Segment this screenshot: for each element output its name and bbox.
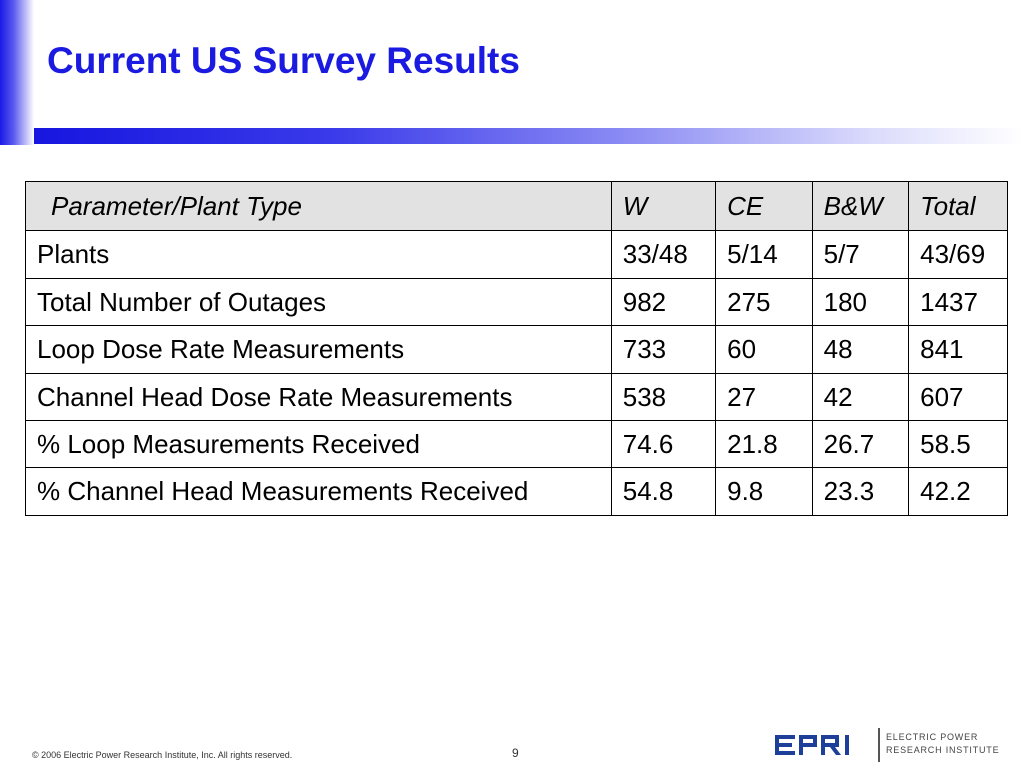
cell-w: 538 [610, 372, 717, 421]
table-header-row: Parameter/Plant Type W CE B&W Total [25, 180, 1008, 232]
cell-total: 607 [908, 372, 1008, 421]
header-bw: B&W [811, 180, 910, 232]
epri-logo: ELECTRIC POWER RESEARCH INSTITUTE [775, 726, 999, 766]
table-row: % Channel Head Measurements Received 54.… [25, 467, 1008, 516]
survey-results-table: Parameter/Plant Type W CE B&W Total Plan… [25, 180, 1008, 516]
cell-w: 74.6 [610, 419, 717, 469]
cell-total: 1437 [908, 277, 1008, 327]
logo-name-line2: RESEARCH INSTITUTE [886, 745, 1000, 755]
page-number: 9 [512, 746, 519, 760]
logo-name-line1: ELECTRIC POWER [886, 732, 979, 742]
cell-ce: 21.8 [715, 419, 813, 469]
table-row: Channel Head Dose Rate Measurements 538 … [25, 372, 1008, 421]
cell-total: 841 [908, 325, 1008, 374]
row-label: % Channel Head Measurements Received [25, 467, 612, 516]
header-ce: CE [715, 180, 813, 232]
title-gradient-rule [34, 128, 1024, 144]
epri-logo-mark-icon [775, 735, 849, 755]
cell-bw: 23.3 [811, 467, 910, 516]
table-row: Loop Dose Rate Measurements 733 60 48 84… [25, 325, 1008, 374]
cell-bw: 180 [811, 277, 910, 327]
cell-total: 42.2 [908, 467, 1008, 516]
row-label: Loop Dose Rate Measurements [25, 325, 612, 374]
row-label: Total Number of Outages [25, 277, 612, 327]
table-row: Plants 33/48 5/14 5/7 43/69 [25, 230, 1008, 279]
cell-bw: 5/7 [811, 230, 910, 279]
header-parameter: Parameter/Plant Type [25, 180, 612, 232]
cell-w: 733 [610, 325, 717, 374]
cell-w: 982 [610, 277, 717, 327]
cell-total: 43/69 [908, 230, 1008, 279]
cell-ce: 60 [715, 325, 813, 374]
logo-name: ELECTRIC POWER RESEARCH INSTITUTE [886, 731, 999, 757]
slide-title: Current US Survey Results [47, 40, 520, 81]
cell-w: 54.8 [610, 467, 717, 516]
cell-ce: 5/14 [715, 230, 813, 279]
header-total: Total [908, 180, 1008, 232]
cell-ce: 27 [715, 372, 813, 421]
logo-divider [878, 728, 880, 762]
row-label: % Loop Measurements Received [25, 419, 612, 469]
row-label: Channel Head Dose Rate Measurements [25, 372, 612, 421]
cell-ce: 275 [715, 277, 813, 327]
left-accent-bar [0, 0, 34, 145]
table-row: % Loop Measurements Received 74.6 21.8 2… [25, 419, 1008, 469]
header-w: W [610, 180, 717, 232]
cell-bw: 48 [811, 325, 910, 374]
table-row: Total Number of Outages 982 275 180 1437 [25, 277, 1008, 327]
cell-ce: 9.8 [715, 467, 813, 516]
cell-bw: 42 [811, 372, 910, 421]
footer-copyright: © 2006 Electric Power Research Institute… [32, 750, 293, 760]
cell-bw: 26.7 [811, 419, 910, 469]
row-label: Plants [25, 230, 612, 279]
cell-total: 58.5 [908, 419, 1008, 469]
cell-w: 33/48 [610, 230, 717, 279]
